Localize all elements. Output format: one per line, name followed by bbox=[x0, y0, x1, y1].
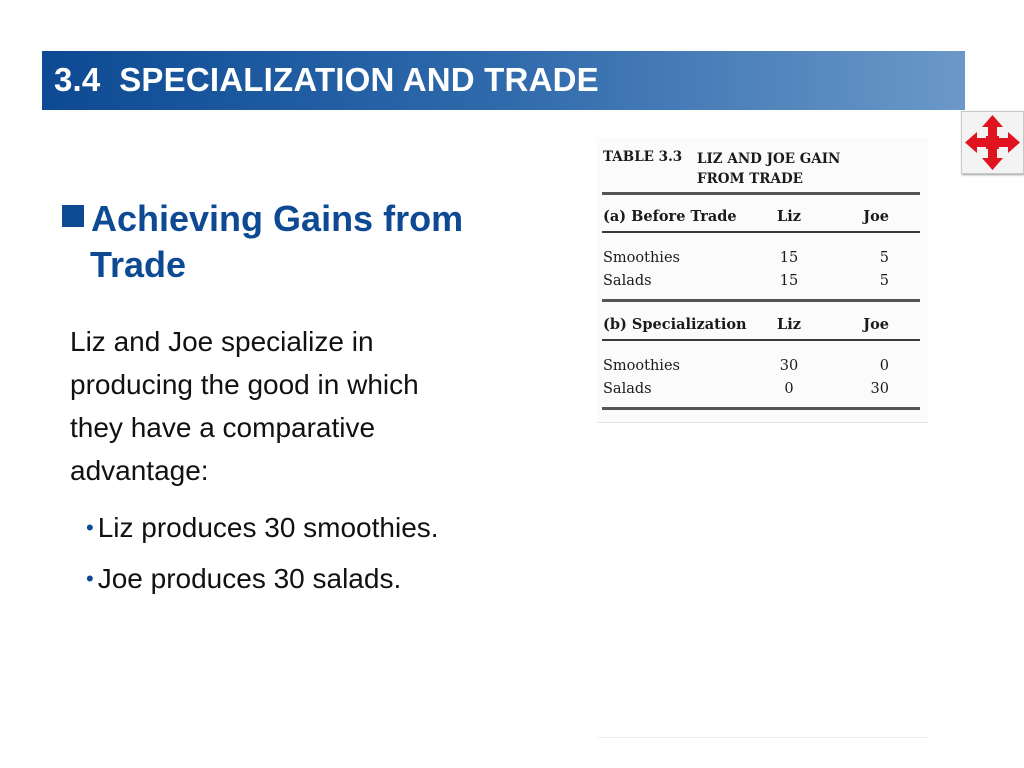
table-rule bbox=[602, 339, 920, 341]
row-value-liz: 15 bbox=[779, 250, 799, 266]
table-title: LIZ AND JOE GAIN FROM TRADE bbox=[697, 149, 840, 189]
section-b-col-joe: Joe bbox=[863, 316, 889, 333]
section-b-col-liz: Liz bbox=[777, 316, 801, 333]
table-title-line-1: LIZ AND JOE GAIN bbox=[697, 151, 841, 167]
row-value-liz: 0 bbox=[784, 381, 794, 397]
table-rule bbox=[602, 231, 920, 233]
section-b-header: (b) Specialization bbox=[603, 316, 747, 333]
table-rule bbox=[602, 299, 920, 302]
row-label: Smoothies bbox=[603, 250, 680, 266]
row-value-joe: 30 bbox=[870, 381, 889, 397]
sub-bullet-list: • Liz produces 30 smoothies. • Joe produce… bbox=[86, 502, 556, 604]
bullet-dot-icon: • bbox=[86, 515, 94, 540]
list-item: • Joe produces 30 salads. bbox=[86, 553, 556, 604]
section-a-col-liz: Liz bbox=[777, 208, 801, 225]
bullet-dot-icon: • bbox=[86, 566, 94, 591]
body-line: Liz and Joe specialize in bbox=[70, 326, 374, 357]
table-title-line-2: FROM TRADE bbox=[697, 171, 803, 187]
list-item-text: Joe produces 30 salads. bbox=[97, 563, 402, 594]
row-value-joe: 5 bbox=[879, 250, 889, 266]
row-value-liz: 15 bbox=[779, 273, 799, 289]
navigation-button[interactable] bbox=[961, 111, 1024, 174]
slide-title: 3.4 SPECIALIZATION AND TRADE bbox=[54, 61, 599, 98]
table-image: TABLE 3.3 LIZ AND JOE GAIN FROM TRADE (a… bbox=[597, 138, 928, 423]
row-label: Salads bbox=[603, 273, 652, 289]
section-heading: Achieving Gains from Trade bbox=[62, 196, 532, 288]
section-a-header: (a) Before Trade bbox=[603, 208, 737, 225]
square-bullet-icon bbox=[62, 205, 84, 227]
divider bbox=[597, 737, 928, 738]
row-value-joe: 0 bbox=[879, 358, 889, 374]
four-way-arrows-icon bbox=[965, 115, 1020, 170]
body-paragraph: Liz and Joe specialize in producing the … bbox=[70, 320, 530, 492]
table-caption: TABLE 3.3 bbox=[603, 149, 683, 165]
heading-line-1: Achieving Gains from bbox=[91, 198, 464, 239]
list-item: • Liz produces 30 smoothies. bbox=[86, 502, 556, 553]
list-item-text: Liz produces 30 smoothies. bbox=[97, 512, 439, 543]
title-bar: 3.4 SPECIALIZATION AND TRADE bbox=[42, 51, 965, 110]
row-value-joe: 5 bbox=[879, 273, 889, 289]
row-label: Smoothies bbox=[603, 358, 680, 374]
table-rule bbox=[602, 407, 920, 410]
heading-line-2: Trade bbox=[90, 244, 187, 285]
section-a-col-joe: Joe bbox=[863, 208, 889, 225]
row-label: Salads bbox=[603, 381, 652, 397]
body-line: advantage: bbox=[70, 455, 209, 486]
table-rule bbox=[602, 192, 920, 195]
body-line: producing the good in which bbox=[70, 369, 419, 400]
body-line: they have a comparative bbox=[70, 412, 376, 443]
row-value-liz: 30 bbox=[779, 358, 799, 374]
